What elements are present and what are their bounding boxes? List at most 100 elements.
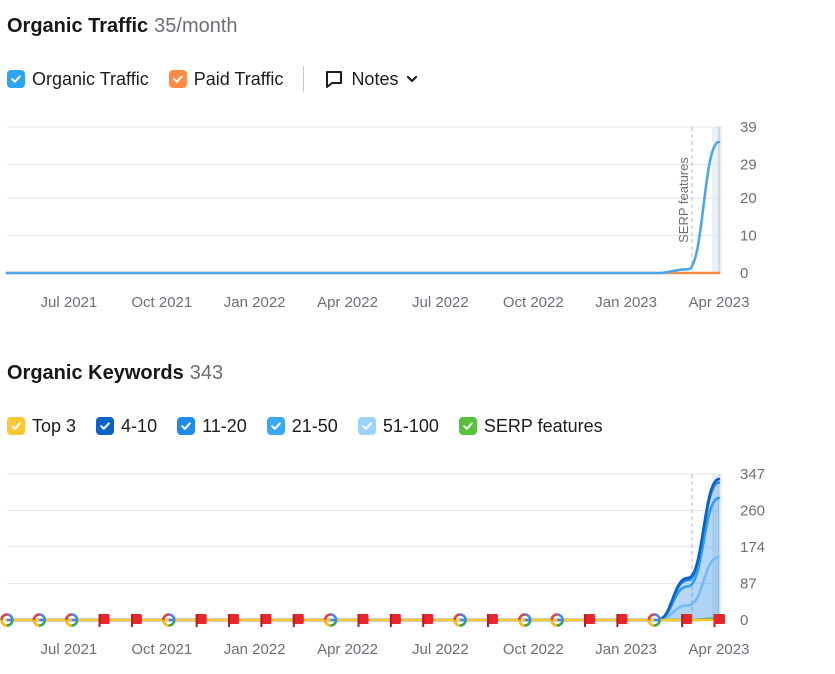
series-group: [5, 140, 721, 275]
google-yellow: [453, 619, 461, 627]
serp-markers: [0, 613, 725, 627]
legend-4-10[interactable]: 4-10: [96, 416, 157, 437]
legend-organic-traffic[interactable]: Organic Traffic: [7, 69, 149, 90]
current-period-band: [712, 127, 722, 273]
legend-divider: [303, 66, 305, 92]
flag-pole: [616, 614, 619, 627]
google-marker-icon: [323, 613, 338, 627]
legend-51-100[interactable]: 51-100: [357, 415, 439, 437]
y-tick-label: 347: [740, 466, 765, 483]
organic-keywords-title: Organic Keywords: [7, 362, 184, 384]
flag-marker-icon: [292, 614, 304, 627]
organic-keywords-value: 343: [189, 362, 224, 384]
google-marker-icon: [65, 613, 79, 627]
legend-51-100-label: 51-100: [382, 415, 439, 436]
google-red: [453, 613, 461, 621]
y-tick-label: 39: [740, 119, 757, 136]
x-tick-label: Oct 2022: [503, 294, 564, 311]
flag-marker-icon: [486, 614, 498, 627]
google-marker-icon: [162, 613, 176, 627]
legend-21-50[interactable]: 21-50: [266, 415, 338, 437]
checkbox-serp-features-icon[interactable]: [458, 417, 477, 435]
flag-pole: [228, 614, 231, 627]
checkbox-51-100-icon[interactable]: [357, 417, 376, 435]
current-period-band: [712, 474, 722, 620]
google-red: [32, 613, 40, 621]
flag-body: [681, 614, 693, 624]
legend-21-50-label: 21-50: [291, 415, 338, 436]
chevron-down-icon: [405, 72, 419, 86]
series-line-4-10: [5, 477, 721, 622]
checkbox-4-10-icon[interactable]: [96, 417, 115, 435]
x-tick-label: Apr 2023: [689, 294, 750, 311]
checkbox-11-20-icon[interactable]: [177, 417, 196, 435]
notes-button[interactable]: Notes: [324, 69, 419, 90]
flag-body: [714, 614, 725, 624]
flag-marker-icon: [681, 614, 693, 627]
y-tick-label: 0: [740, 265, 748, 282]
legend-11-20-label: 11-20: [202, 415, 247, 436]
google-red: [0, 613, 8, 621]
organic-keywords-chart[interactable]: 0 87 174 260 347 Jul 2021 Oct 2021 Jan 2022 Apr …: [0, 457, 835, 662]
organic-traffic-value: 35/month: [154, 15, 238, 37]
google-yellow: [0, 619, 8, 627]
flag-marker-icon: [130, 614, 142, 627]
series-line-51-100: [5, 555, 721, 622]
flag-marker-icon: [357, 614, 369, 627]
y-tick-label: 10: [740, 228, 757, 245]
series-area-4-10: [7, 479, 719, 620]
flag-marker-icon: [195, 614, 207, 627]
checkbox-top-3-icon[interactable]: [7, 417, 25, 435]
flag-body: [486, 614, 498, 624]
legend-top-3[interactable]: Top 3: [7, 416, 76, 437]
google-red: [550, 613, 558, 621]
google-red: [65, 613, 72, 621]
checkbox-paid-traffic-icon[interactable]: [168, 70, 187, 88]
flag-marker-icon: [584, 614, 596, 627]
flag-body: [260, 614, 272, 624]
legend-organic-traffic-label: Organic Traffic: [32, 68, 149, 89]
series-group: [5, 477, 721, 622]
flag-body: [98, 614, 110, 624]
series-area-21-50: [7, 497, 719, 620]
flag-marker-icon: [98, 614, 110, 627]
flag-body: [616, 614, 628, 624]
x-tick-label: Jan 2023: [595, 294, 657, 311]
flag-pole: [681, 614, 684, 627]
legend-paid-traffic[interactable]: Paid Traffic: [168, 69, 283, 90]
google-red: [323, 613, 331, 621]
flag-pole: [389, 614, 392, 627]
flag-body: [389, 614, 401, 624]
traffic-legend: Organic Traffic Paid Traffic Notes: [7, 66, 419, 92]
keywords-legend: Top 3 4-10 11-20 21-50 51-100 SERP featu…: [7, 414, 623, 438]
legend-11-20[interactable]: 11-20: [177, 416, 247, 437]
grid-lines: [7, 473, 722, 621]
flag-marker-icon: [389, 614, 401, 627]
flag-marker-icon: [228, 614, 240, 627]
series-area-11-20: [7, 482, 719, 620]
y-tick-label: 0: [740, 612, 748, 629]
google-marker-icon: [32, 613, 47, 627]
flag-marker-icon: [260, 614, 272, 627]
legend-serp-features[interactable]: SERP features: [458, 416, 603, 437]
google-yellow: [32, 619, 40, 627]
x-tick-label: Oct 2021: [131, 294, 192, 311]
google-yellow: [518, 619, 525, 627]
checkbox-21-50-icon[interactable]: [266, 417, 285, 435]
notes-label: Notes: [351, 68, 399, 89]
x-tick-label: Jul 2021: [41, 641, 98, 658]
google-yellow: [647, 619, 655, 627]
y-tick-label: 87: [740, 575, 757, 592]
organic-traffic-chart[interactable]: 0 10 20 29 39 Jul 2021 Oct 2021 Jan 2022 Apr 202…: [0, 110, 835, 315]
organic-traffic-title: Organic Traffic: [7, 15, 149, 37]
legend-top-3-label: Top 3: [32, 415, 77, 436]
flag-body: [584, 614, 596, 624]
google-yellow: [323, 619, 331, 627]
flag-pole: [292, 614, 295, 627]
flag-pole: [357, 614, 360, 627]
flag-body: [130, 614, 142, 624]
x-tick-label: Apr 2023: [689, 641, 750, 658]
google-red: [162, 613, 169, 621]
checkbox-organic-traffic-icon[interactable]: [7, 70, 25, 88]
flag-pole: [98, 614, 101, 627]
